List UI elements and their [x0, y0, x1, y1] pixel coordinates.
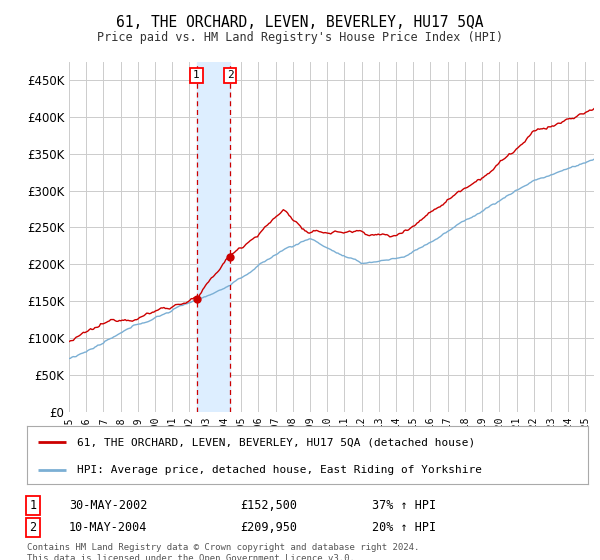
Text: £209,950: £209,950 — [240, 521, 297, 534]
Text: 10-MAY-2004: 10-MAY-2004 — [69, 521, 148, 534]
Text: 61, THE ORCHARD, LEVEN, BEVERLEY, HU17 5QA (detached house): 61, THE ORCHARD, LEVEN, BEVERLEY, HU17 5… — [77, 437, 476, 447]
Text: Contains HM Land Registry data © Crown copyright and database right 2024.
This d: Contains HM Land Registry data © Crown c… — [27, 543, 419, 560]
Text: 30-MAY-2002: 30-MAY-2002 — [69, 499, 148, 512]
Text: 37% ↑ HPI: 37% ↑ HPI — [372, 499, 436, 512]
Text: 20% ↑ HPI: 20% ↑ HPI — [372, 521, 436, 534]
Text: 1: 1 — [29, 499, 37, 512]
Bar — [197, 62, 230, 412]
Text: HPI: Average price, detached house, East Riding of Yorkshire: HPI: Average price, detached house, East… — [77, 465, 482, 475]
Text: Price paid vs. HM Land Registry's House Price Index (HPI): Price paid vs. HM Land Registry's House … — [97, 31, 503, 44]
Text: 2: 2 — [227, 71, 233, 80]
Text: 2: 2 — [29, 521, 37, 534]
Text: £152,500: £152,500 — [240, 499, 297, 512]
Text: 1: 1 — [193, 71, 200, 80]
Text: 61, THE ORCHARD, LEVEN, BEVERLEY, HU17 5QA: 61, THE ORCHARD, LEVEN, BEVERLEY, HU17 5… — [116, 15, 484, 30]
